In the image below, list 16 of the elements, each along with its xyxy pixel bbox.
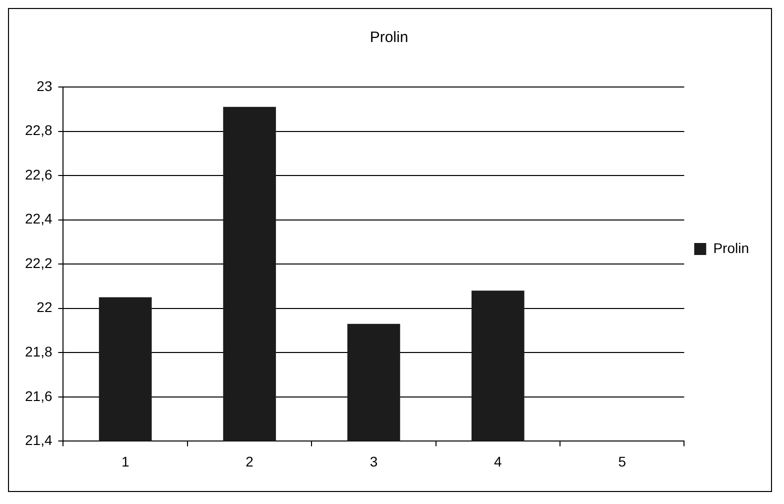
y-tick-label: 21,4 [25, 432, 52, 448]
chart-title: Prolin [370, 29, 408, 46]
x-tick-label: 2 [246, 453, 254, 470]
y-tick-label: 21,8 [25, 344, 52, 360]
x-tick-label: 3 [370, 453, 378, 470]
x-tick-label: 4 [494, 453, 502, 470]
y-tick-label: 21,6 [25, 388, 52, 404]
y-tick-label: 22,4 [25, 210, 52, 227]
x-tick-label: 1 [121, 453, 130, 470]
y-tick-label: 22,6 [25, 166, 52, 182]
x-tick-label: 5 [618, 453, 626, 470]
y-tick-label: 23 [36, 78, 52, 94]
y-tick-label: 22,2 [25, 254, 52, 271]
legend-label: Prolin [713, 240, 750, 256]
y-tick-label: 22 [36, 299, 52, 316]
y-tick-label: 22,8 [25, 122, 52, 138]
